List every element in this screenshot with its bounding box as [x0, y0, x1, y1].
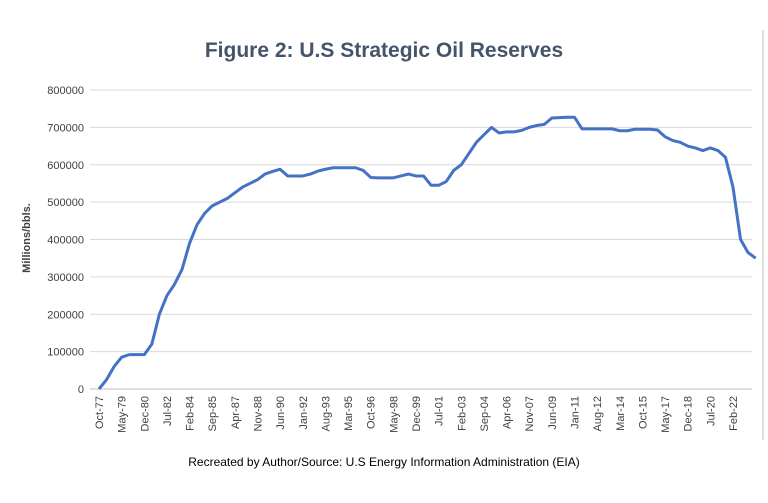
y-tick-label: 0	[78, 384, 84, 396]
x-tick-label: Oct-15	[637, 396, 649, 429]
data-line	[97, 115, 757, 390]
y-tick-label: 600000	[47, 160, 84, 172]
x-tick-label: Sep-04	[479, 396, 491, 431]
x-tick-label: Jul-20	[705, 396, 717, 426]
y-tick-label: 800000	[47, 85, 84, 97]
x-tick-label: May-17	[660, 396, 672, 433]
y-tick-label: 200000	[47, 309, 84, 321]
x-tick-label: Apr-87	[230, 396, 242, 429]
source-note: Recreated by Author/Source: U.S Energy I…	[188, 455, 580, 469]
x-tick-label: Mar-14	[615, 396, 627, 431]
y-tick-label: 100000	[47, 347, 84, 359]
x-tick-label: Nov-07	[524, 396, 536, 431]
x-tick-label: Nov-88	[253, 396, 265, 431]
x-tick-label: Jun-90	[275, 396, 287, 430]
x-tick-label: Jul-82	[162, 396, 174, 426]
y-tick-label: 500000	[47, 197, 84, 209]
x-tick-label: May-98	[388, 396, 400, 433]
x-tick-label: Feb-03	[456, 396, 468, 431]
x-tick-label: Apr-06	[502, 396, 514, 429]
x-tick-label: Aug-93	[320, 396, 332, 431]
x-tick-label: Dec-18	[683, 396, 695, 431]
x-tick-label: Oct-77	[94, 396, 106, 429]
x-tick-label: Mar-95	[343, 396, 355, 431]
x-tick-label: Dec-99	[411, 396, 423, 431]
x-tick-label: Aug-12	[592, 396, 604, 431]
x-tick-label: Jul-01	[434, 396, 446, 426]
chart-title: Figure 2: U.S Strategic Oil Reserves	[205, 39, 563, 62]
x-tick-label: Feb-22	[728, 396, 740, 431]
x-tick-label: Sep-85	[207, 396, 219, 431]
x-tick-label: Dec-80	[139, 396, 151, 431]
x-tick-label: Feb-84	[185, 396, 197, 431]
x-tick-label: Jan-92	[298, 396, 310, 430]
x-tick-label: Jan-11	[570, 396, 582, 429]
y-tick-label: 300000	[47, 272, 84, 284]
y-tick-label: 700000	[47, 122, 84, 134]
x-tick-label: Jun-09	[547, 396, 559, 430]
y-axis-label: Millions/bbls.	[21, 203, 33, 273]
y-tick-label: 400000	[47, 235, 84, 247]
x-tick-label: Oct-96	[366, 396, 378, 429]
x-tick-label: May-79	[117, 396, 129, 433]
